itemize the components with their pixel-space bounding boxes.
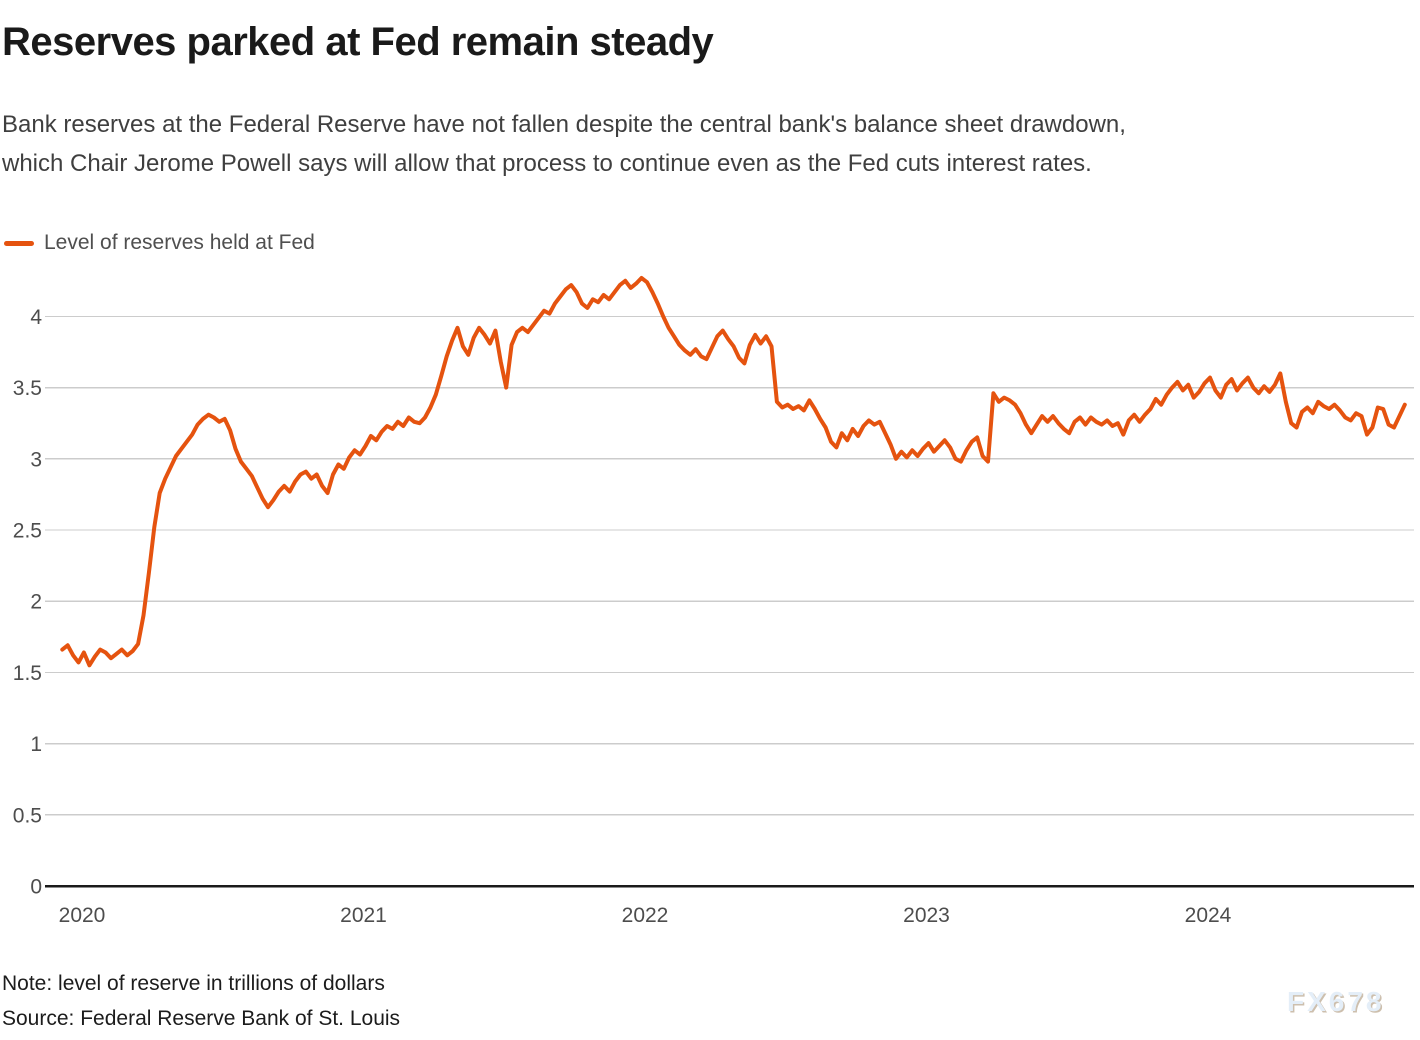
chart-note: Note: level of reserve in trillions of d… (2, 972, 385, 995)
x-tick-label: 2020 (59, 904, 106, 927)
chart-footer: Note: level of reserve in trillions of d… (2, 966, 400, 1036)
chart-source: Source: Federal Reserve Bank of St. Loui… (2, 1007, 401, 1030)
y-tick-label: 1 (30, 733, 42, 756)
legend-series-label: Level of reserves held at Fed (44, 231, 315, 254)
y-tick-label: 4 (30, 306, 42, 329)
y-tick-label: 0 (30, 876, 42, 899)
y-tick-label: 0.5 (13, 804, 42, 827)
x-tick-label: 2021 (340, 904, 387, 927)
x-tick-label: 2023 (903, 904, 950, 927)
x-tick-label: 2022 (622, 904, 669, 927)
x-tick-label: 2024 (1185, 904, 1232, 927)
y-tick-label: 2 (30, 591, 42, 614)
chart-title: Reserves parked at Fed remain steady (2, 20, 714, 64)
y-tick-label: 2.5 (13, 520, 42, 543)
legend-line-swatch-icon (4, 240, 34, 246)
watermark: FX678 (1287, 986, 1385, 1017)
y-tick-label: 1.5 (13, 662, 42, 685)
y-tick-label: 3 (30, 448, 42, 471)
series-line (60, 276, 1407, 668)
legend: Level of reserves held at Fed (4, 231, 315, 255)
chart-subtitle: Bank reserves at the Federal Reserve hav… (2, 111, 1126, 177)
y-tick-label: 3.5 (13, 377, 42, 400)
